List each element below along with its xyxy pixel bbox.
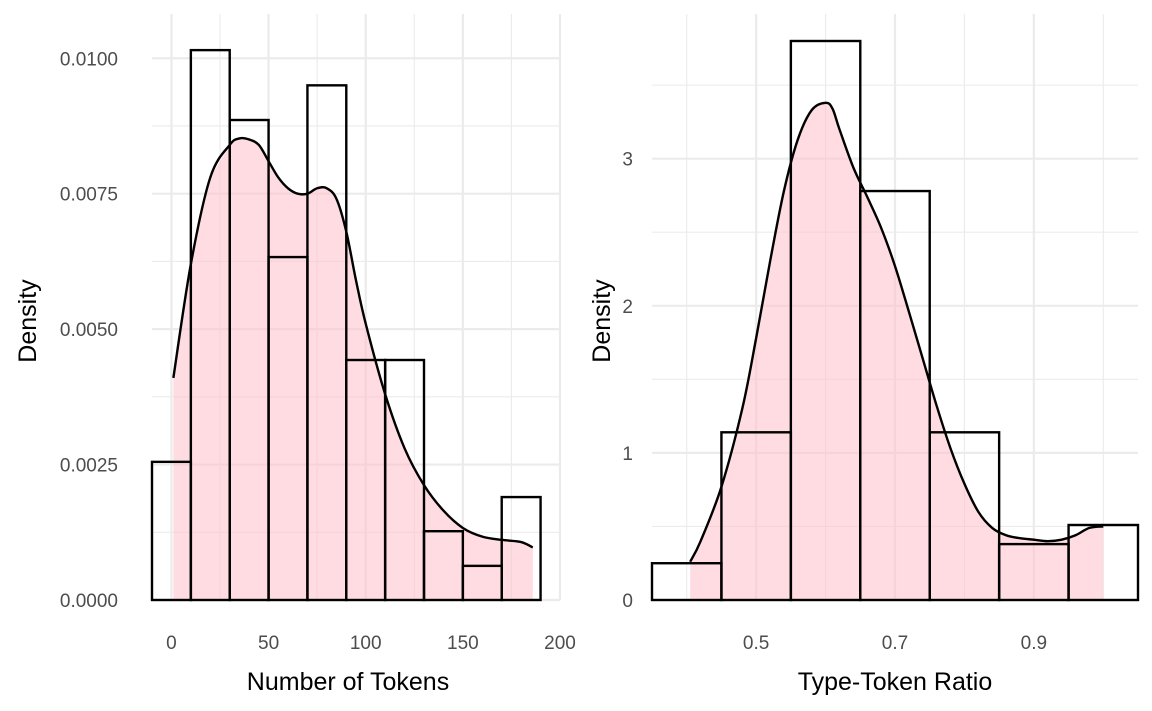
y-tick-label: 0.0075 <box>60 185 118 206</box>
y-tick-label: 1 <box>622 444 633 465</box>
x-tick-label: 0.5 <box>743 633 769 654</box>
histogram-bar-4 <box>928 431 1001 602</box>
histogram-bar-6 <box>383 358 426 602</box>
tokens-histogram-panel: 0.0000 0.0025 0.0050 0.0075 0.0100 0 50 100 150 2… <box>14 14 576 696</box>
y-tick-label: 2 <box>622 297 633 318</box>
x-tick-label: 0 <box>166 633 177 654</box>
y-tick-label: 0.0025 <box>60 456 118 477</box>
x-tick-label: 50 <box>258 633 279 654</box>
histogram-bars <box>650 39 1140 602</box>
x-axis-title: Number of Tokens <box>247 668 449 696</box>
y-axis-title: Density <box>14 279 42 363</box>
histogram-bar-3 <box>859 189 931 602</box>
density-area <box>173 138 533 600</box>
ttr-histogram-panel: 0 1 2 3 0.5 0.7 0.9 Type-Token Ratio Density <box>588 14 1140 696</box>
y-tick-label: 0.0100 <box>60 49 118 70</box>
x-axis-title: Type-Token Ratio <box>798 668 993 696</box>
y-tick-label: 0.0000 <box>60 591 118 612</box>
y-tick-label: 3 <box>622 150 633 171</box>
histogram-bar-9 <box>500 495 542 602</box>
density-area <box>690 102 1104 600</box>
histogram-bar-4 <box>306 84 348 602</box>
x-tick-label: 100 <box>350 633 382 654</box>
density-curve <box>172 136 534 549</box>
density-curve <box>689 101 1104 563</box>
x-tick-label: 200 <box>544 633 576 654</box>
histogram-bar-6 <box>1067 523 1140 602</box>
histogram-bars <box>150 48 542 602</box>
x-tick-label: 0.9 <box>1021 633 1047 654</box>
y-tick-label: 0.0050 <box>60 320 118 341</box>
x-tick-label: 150 <box>447 633 479 654</box>
x-tick-label: 0.7 <box>882 633 908 654</box>
y-tick-label: 0 <box>622 591 633 612</box>
y-axis-title: Density <box>588 279 616 363</box>
